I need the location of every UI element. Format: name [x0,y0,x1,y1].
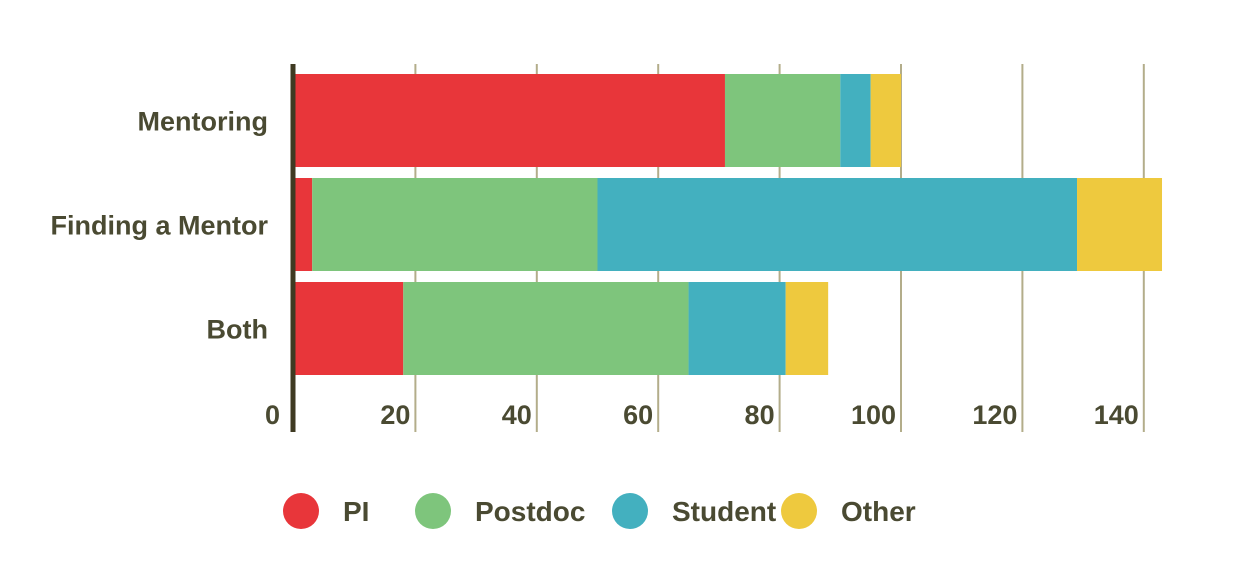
legend-swatch [781,493,817,529]
legend-label: Other [841,496,916,527]
x-tick-label: 100 [851,400,896,430]
bar-pi-both [294,282,404,375]
x-tick-label: 60 [623,400,653,430]
legend: PI Postdoc Student Other [283,493,916,529]
x-tick-labels: 0 20 40 60 80 100 120 140 [265,400,1139,430]
bar-postdoc-finding-a-mentor [312,178,598,271]
bars [294,74,1163,375]
bar-postdoc-mentoring [724,74,841,167]
legend-item-other: Other [781,493,916,529]
legend-swatch [415,493,451,529]
category-labels: Mentoring Finding a Mentor Both [51,107,269,345]
bar-pi-mentoring [294,74,725,167]
x-tick-label: 20 [380,400,410,430]
legend-label: PI [343,496,369,527]
category-label: Finding a Mentor [51,211,269,241]
bar-student-both [688,282,786,375]
x-tick-label: 120 [972,400,1017,430]
x-tick-label: 80 [745,400,775,430]
legend-swatch [612,493,648,529]
category-label: Both [207,315,268,345]
legend-item-postdoc: Postdoc [415,493,585,529]
x-tick-label: 0 [265,400,280,430]
legend-item-pi: PI [283,493,369,529]
category-label: Mentoring [138,107,268,137]
legend-label: Student [672,496,776,527]
bar-pi-finding-a-mentor [294,178,313,271]
bar-other-mentoring [870,74,901,167]
x-tick-label: 140 [1094,400,1139,430]
bar-other-finding-a-mentor [1077,178,1163,271]
bar-postdoc-both [403,282,689,375]
legend-swatch [283,493,319,529]
legend-item-student: Student [612,493,776,529]
bar-student-mentoring [840,74,871,167]
bar-student-finding-a-mentor [597,178,1078,271]
x-tick-label: 40 [502,400,532,430]
legend-label: Postdoc [475,496,585,527]
bar-other-both [785,282,829,375]
